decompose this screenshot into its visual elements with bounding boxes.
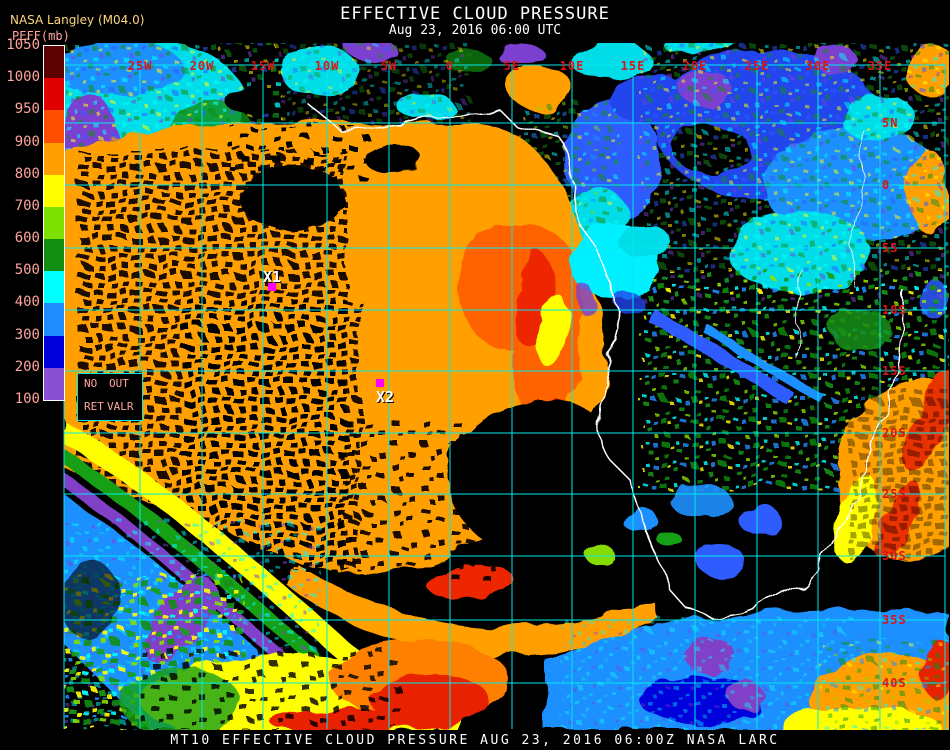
agency-label: NASA Langley (M04.0) — [10, 13, 145, 27]
colorbar-tick: 200 — [14, 358, 40, 375]
colorbar-segment — [44, 239, 64, 272]
marker-label: X2 — [376, 388, 395, 406]
colorbar-segment — [44, 174, 64, 207]
colorbar-tick: 900 — [14, 133, 40, 150]
latitude-label: 40S — [882, 676, 907, 690]
colorbar-segment — [44, 142, 64, 175]
colorbar-segment — [44, 46, 64, 79]
colorbar-tick: 950 — [14, 101, 40, 118]
colorbar-tick: 800 — [14, 165, 40, 182]
legend-cell: VALR — [107, 400, 134, 413]
longitude-label: 10E — [559, 59, 585, 73]
colorbar-tick: 500 — [14, 262, 40, 279]
marker-dot — [376, 379, 384, 387]
marker-dot — [268, 283, 276, 291]
coastline-path — [309, 105, 904, 618]
longitude-label: 15E — [620, 59, 646, 73]
legend-cell: OUT — [109, 377, 129, 390]
colorbar-segment — [44, 335, 64, 368]
longitude-label: 5W — [380, 59, 398, 73]
colorbar-tick: 300 — [14, 326, 40, 343]
colorbar-segment — [44, 78, 64, 111]
cloud-imagery-layer — [64, 43, 949, 730]
longitude-label: 15W — [250, 59, 276, 73]
timestamp-subtitle: Aug 23, 2016 06:00 UTC — [388, 23, 562, 38]
latitude-label: 10S — [882, 303, 907, 317]
latitude-label: 5S — [882, 241, 899, 255]
colorbar-segment — [44, 367, 64, 400]
latitude-label: 30S — [882, 549, 907, 563]
colorbar-segment — [44, 303, 64, 336]
colorbar-tick: 600 — [14, 230, 40, 247]
longitude-label: 20W — [189, 59, 215, 73]
colorbar-segment — [44, 206, 64, 240]
legend-cell: NO — [84, 377, 98, 390]
colorbar-segment — [44, 110, 64, 143]
latitude-label: 20S — [882, 426, 907, 440]
longitude-label: 0 — [445, 59, 455, 73]
longitude-label: 30E — [805, 59, 831, 73]
latitude-label: 0 — [882, 178, 891, 192]
marker-label: X1 — [263, 268, 282, 286]
colorbar-title: PEFF(mb) — [12, 29, 70, 43]
latitude-label: 35S — [882, 613, 907, 627]
colorbar-tick: 1050 — [6, 37, 40, 53]
colorbar-tick: 400 — [14, 294, 40, 311]
footer-caption: MT10 EFFECTIVE CLOUD PRESSURE AUG 23, 20… — [170, 733, 780, 748]
page-title: EFFECTIVE CLOUD PRESSURE — [340, 4, 610, 24]
latitude-label: 15S — [882, 364, 907, 378]
legend-cell: RET — [84, 400, 104, 413]
colorbar-tick: 1000 — [6, 69, 40, 86]
longitude-label: 5E — [503, 59, 521, 73]
latitude-label: 25S — [882, 487, 907, 501]
legend-box: NO OUT RET VALR — [77, 373, 143, 421]
longitude-label: 25W — [127, 59, 153, 73]
longitude-label: 35E — [867, 59, 893, 73]
longitude-label: 25E — [744, 59, 770, 73]
longitude-label: 20E — [682, 59, 708, 73]
longitude-label: 10W — [314, 59, 340, 73]
pressure-colorbar — [43, 45, 65, 401]
colorbar-segment — [44, 271, 64, 304]
colorbar-tick: 100 — [14, 391, 40, 407]
latitude-label: 5N — [882, 116, 899, 130]
colorbar-tick: 700 — [14, 197, 40, 214]
